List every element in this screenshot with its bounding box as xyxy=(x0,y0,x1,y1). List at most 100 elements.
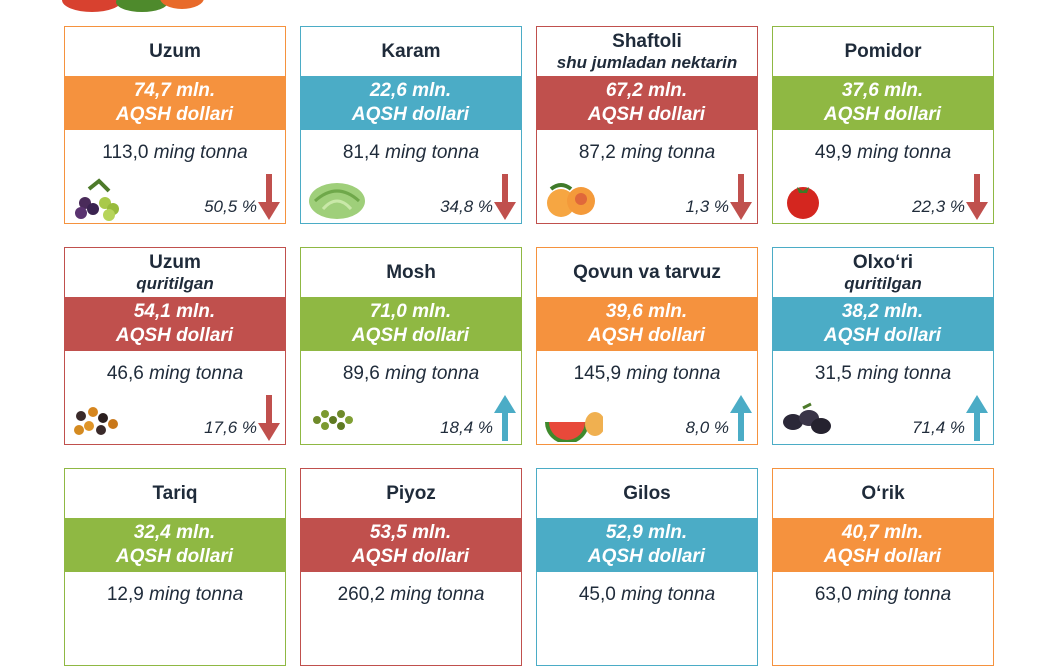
product-name: Tariq xyxy=(152,482,198,504)
product-name: Olxo‘ri xyxy=(852,251,914,273)
change-percent: 71,4 % xyxy=(912,418,965,437)
product-title: Qovun va tarvuz xyxy=(537,248,757,297)
export-value: 53,5 mln. xyxy=(369,522,452,543)
product-name: Qovun va tarvuz xyxy=(573,261,721,283)
tonnage-unit: ming tonna xyxy=(626,363,721,384)
product-name: Uzum xyxy=(149,251,201,273)
export-value-band: 37,6 mln. AQSH dollari xyxy=(771,76,994,130)
tonnage-value: 12,9 xyxy=(106,584,144,605)
change-percent: 8,0 % xyxy=(685,418,729,437)
export-value: 71,0 mln. xyxy=(369,301,452,322)
change-percent: 18,4 % xyxy=(440,418,493,437)
product-title: Shaftoli shu jumladan nektarin xyxy=(537,27,757,76)
raisins-icon xyxy=(74,407,118,435)
tonnage-unit: ming tonna xyxy=(385,142,480,163)
tonnage-unit: ming tonna xyxy=(385,363,480,384)
product-title: Mosh xyxy=(301,248,521,297)
product-name: Mosh xyxy=(386,261,436,283)
product-title: Uzum xyxy=(65,27,285,76)
tonnage-unit: ming tonna xyxy=(621,142,716,163)
arrow-up-icon xyxy=(494,395,516,441)
tonnage: 87,2 ming tonna xyxy=(537,142,757,164)
tonnage: 12,9 ming tonna xyxy=(65,584,285,606)
mung-beans-icon xyxy=(313,410,353,430)
change-percent: 22,3 % xyxy=(912,197,965,216)
tonnage-value: 81,4 xyxy=(342,142,380,163)
change-percent: 17,6 % xyxy=(204,418,257,437)
product-name: Shaftoli xyxy=(612,30,682,52)
export-value-band: 71,0 mln. AQSH dollari xyxy=(299,297,522,351)
export-value: 74,7 mln. xyxy=(133,80,216,101)
melon-icon xyxy=(545,412,603,442)
change-percent: 50,5 % xyxy=(204,197,257,216)
product-subtitle: quritilgan xyxy=(136,273,214,293)
export-value: 39,6 mln. xyxy=(605,301,688,322)
product-card: Uzum 74,7 mln. AQSH dollari 113,0 ming tonn… xyxy=(63,26,286,224)
export-value: 54,1 mln. xyxy=(133,301,216,322)
product-subtitle: shu jumladan nektarin xyxy=(556,52,738,72)
tonnage-value: 49,9 xyxy=(814,142,852,163)
currency-label: AQSH dollari xyxy=(351,325,470,346)
export-value-band: 40,7 mln. AQSH dollari xyxy=(771,518,994,572)
product-title: Karam xyxy=(301,27,521,76)
tonnage-value: 145,9 xyxy=(573,363,622,384)
product-card: Pomidor 37,6 mln. AQSH dollari 49,9 ming to… xyxy=(771,26,994,224)
arrow-down-icon xyxy=(258,174,280,220)
tonnage: 260,2 ming tonna xyxy=(301,584,521,606)
arrow-down-icon xyxy=(730,174,752,220)
vegetables-icon xyxy=(62,0,204,12)
tonnage: 46,6 ming tonna xyxy=(65,363,285,385)
arrow-down-icon xyxy=(258,395,280,441)
tonnage: 89,6 ming tonna xyxy=(301,363,521,385)
product-name: Gilos xyxy=(623,482,671,504)
product-title: Tariq xyxy=(65,469,285,518)
prunes-icon xyxy=(783,402,831,434)
export-value: 32,4 mln. xyxy=(133,522,216,543)
change-percent: 34,8 % xyxy=(440,197,493,216)
tonnage-value: 87,2 xyxy=(578,142,616,163)
tonnage-unit: ming tonna xyxy=(857,363,952,384)
product-name: Uzum xyxy=(149,40,201,62)
product-card: Mosh 71,0 mln. AQSH dollari 89,6 ming tonna… xyxy=(299,247,522,445)
currency-label: AQSH dollari xyxy=(823,325,942,346)
tonnage-unit: ming tonna xyxy=(153,142,248,163)
export-value-band: 38,2 mln. AQSH dollari xyxy=(771,297,994,351)
tonnage: 63,0 ming tonna xyxy=(773,584,993,606)
export-value: 22,6 mln. xyxy=(369,80,452,101)
cabbage-icon xyxy=(309,183,365,219)
export-value-band: 32,4 mln. AQSH dollari xyxy=(63,518,286,572)
tonnage-value: 31,5 xyxy=(814,363,852,384)
arrow-down-icon xyxy=(494,174,516,220)
export-value-band: 22,6 mln. AQSH dollari xyxy=(299,76,522,130)
export-value-band: 74,7 mln. AQSH dollari xyxy=(63,76,286,130)
product-title: Olxo‘ri quritilgan xyxy=(773,248,993,297)
tonnage-value: 260,2 xyxy=(337,584,386,605)
tonnage-value: 89,6 xyxy=(342,363,380,384)
product-card: Tariq 32,4 mln. AQSH dollari 12,9 ming tonn… xyxy=(63,468,286,666)
grapes-icon xyxy=(75,178,119,221)
tonnage-unit: ming tonna xyxy=(149,363,244,384)
product-title: Gilos xyxy=(537,469,757,518)
currency-label: AQSH dollari xyxy=(115,546,234,567)
export-value-band: 52,9 mln. AQSH dollari xyxy=(535,518,758,572)
tomato-icon xyxy=(787,187,819,219)
tonnage-value: 113,0 xyxy=(102,142,149,163)
export-value-band: 67,2 mln. AQSH dollari xyxy=(535,76,758,130)
tonnage: 113,0 ming tonna xyxy=(65,142,285,164)
product-card: Gilos 52,9 mln. AQSH dollari 45,0 ming tonn… xyxy=(535,468,758,666)
product-title: Uzum quritilgan xyxy=(65,248,285,297)
tonnage-value: 63,0 xyxy=(814,584,852,605)
change-percent: 1,3 % xyxy=(685,197,729,216)
currency-label: AQSH dollari xyxy=(823,104,942,125)
peach-icon xyxy=(547,183,595,217)
product-card: Uzum quritilgan 54,1 mln. AQSH dollari 46,6 … xyxy=(63,247,286,445)
arrow-up-icon xyxy=(966,395,988,441)
product-name: Pomidor xyxy=(844,40,922,62)
export-value: 38,2 mln. xyxy=(841,301,924,322)
tonnage: 45,0 ming tonna xyxy=(537,584,757,606)
product-name: Karam xyxy=(381,40,441,62)
tonnage-unit: ming tonna xyxy=(390,584,485,605)
currency-label: AQSH dollari xyxy=(115,104,234,125)
export-value-band: 54,1 mln. AQSH dollari xyxy=(63,297,286,351)
arrow-up-icon xyxy=(730,395,752,441)
